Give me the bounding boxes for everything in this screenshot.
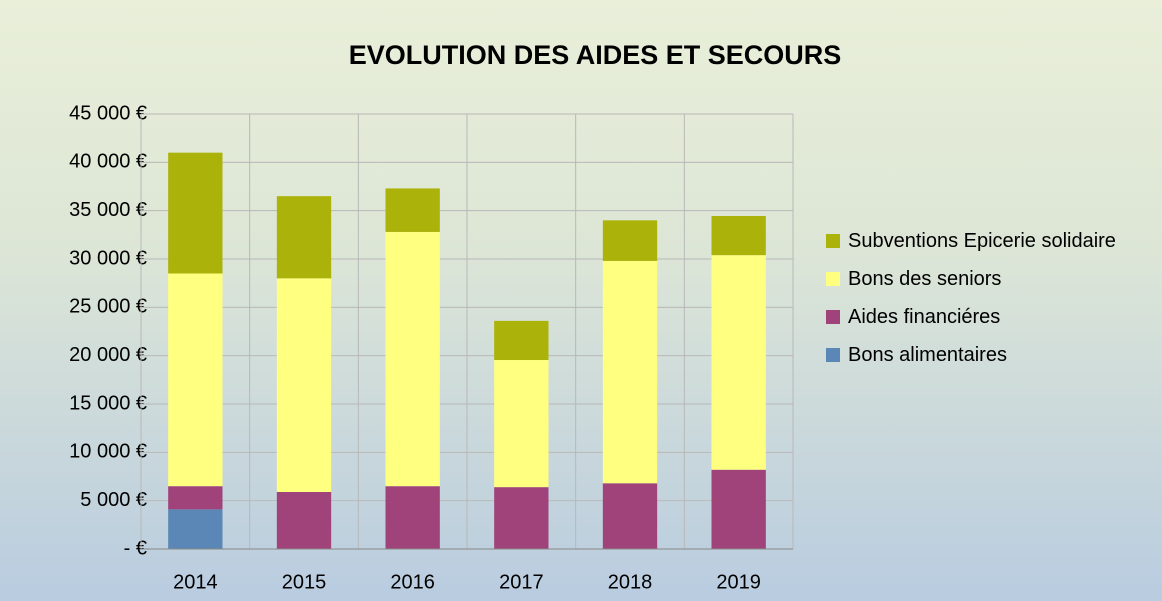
legend-swatch	[826, 310, 840, 324]
legend: Subventions Epicerie solidaire Bons des s…	[826, 226, 1146, 378]
y-tick-label: 15 000 €	[69, 392, 147, 414]
y-tick-label: 30 000 €	[69, 247, 147, 269]
legend-label: Bons des seniors	[848, 268, 1002, 290]
bar-segment	[276, 278, 332, 492]
legend-swatch	[826, 348, 840, 362]
bar-segment	[494, 487, 549, 549]
x-tick-label: 2017	[499, 571, 544, 593]
legend-item: Bons alimentaires	[826, 340, 1146, 370]
y-tick-label: 25 000 €	[69, 296, 147, 318]
bar-segment	[602, 220, 658, 261]
bar-segment	[711, 469, 766, 549]
bar-segment	[168, 273, 223, 487]
bar-segment	[494, 320, 549, 361]
y-tick-label: 40 000 €	[69, 151, 147, 173]
y-tick-label: 5 000 €	[80, 489, 147, 511]
bar-segment	[276, 196, 332, 279]
bar-segment	[602, 483, 658, 549]
y-tick-label: 20 000 €	[69, 344, 147, 366]
legend-label: Subventions Epicerie solidaire	[848, 230, 1116, 252]
bar-segment	[711, 255, 766, 470]
chart-title: EVOLUTION DES AIDES ET SECOURS	[349, 40, 842, 70]
bar-segment	[168, 486, 223, 510]
bar-segment	[385, 231, 440, 487]
bar-segment	[168, 152, 223, 274]
y-tick-label: 45 000 €	[69, 102, 147, 124]
legend-item: Subventions Epicerie solidaire	[826, 226, 1146, 256]
bar-segment	[276, 491, 332, 549]
legend-label: Bons alimentaires	[848, 344, 1007, 366]
x-tick-label: 2018	[608, 571, 653, 593]
x-tick-label: 2019	[716, 571, 761, 593]
x-tick-label: 2015	[282, 571, 327, 593]
bar-segment	[711, 215, 766, 256]
x-tick-label: 2016	[390, 571, 435, 593]
bar-segment	[494, 360, 549, 488]
legend-swatch	[826, 234, 840, 248]
legend-item: Bons des seniors	[826, 264, 1146, 294]
y-tick-label: 10 000 €	[69, 441, 147, 463]
legend-item: Aides financiéres	[826, 302, 1146, 332]
bar-segment	[602, 260, 658, 484]
x-tick-label: 2014	[173, 571, 218, 593]
legend-swatch	[826, 272, 840, 286]
legend-label: Aides financiéres	[848, 306, 1001, 328]
y-tick-label: - €	[124, 537, 147, 559]
bar-segment	[385, 188, 440, 232]
bar-segment	[385, 486, 440, 549]
bar-segment	[168, 509, 223, 549]
y-tick-label: 35 000 €	[69, 199, 147, 221]
